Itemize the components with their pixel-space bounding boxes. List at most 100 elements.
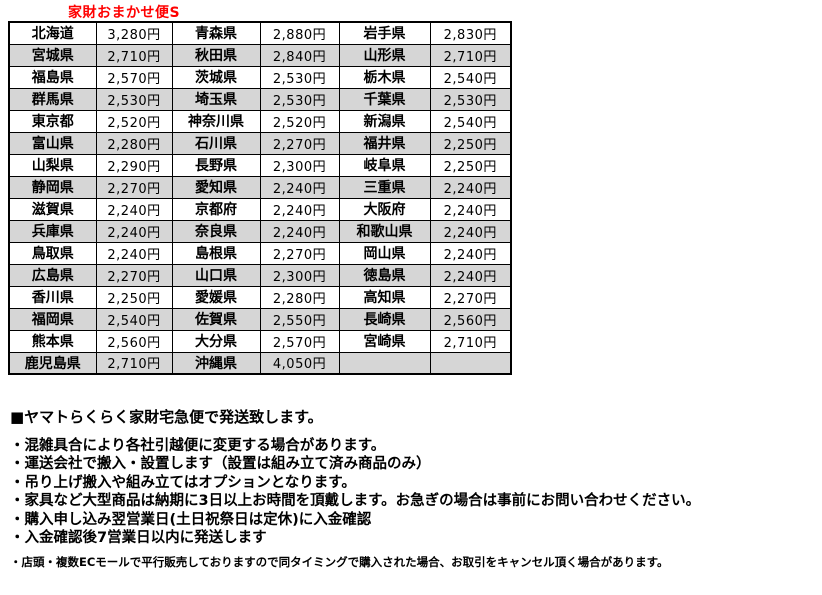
price-cell: 2,530円 <box>429 87 512 111</box>
price-cell: 2,300円 <box>259 153 340 177</box>
prefecture-cell: 宮崎県 <box>338 329 431 353</box>
prefecture-cell: 石川県 <box>171 131 261 155</box>
table-row: 富山県 2,280円 石川県 2,270円 福井県 2,250円 <box>8 131 512 155</box>
price-cell: 2,530円 <box>259 87 340 111</box>
price-cell: 2,570円 <box>259 329 340 353</box>
prefecture-cell: 山形県 <box>338 43 431 67</box>
prefecture-cell: 岩手県 <box>338 21 431 45</box>
price-cell: 2,530円 <box>259 65 340 89</box>
prefecture-cell: 青森県 <box>171 21 261 45</box>
prefecture-cell: 山口県 <box>171 263 261 287</box>
prefecture-cell: 和歌山県 <box>338 219 431 243</box>
note-payment-confirmation: ・購入申し込み翌営業日(土日祝祭日は定休)に入金確認 <box>10 511 372 528</box>
prefecture-cell: 長崎県 <box>338 307 431 331</box>
price-cell: 2,270円 <box>429 285 512 309</box>
prefecture-cell: 鳥取県 <box>8 241 97 265</box>
prefecture-cell: 岡山県 <box>338 241 431 265</box>
table-row: 山梨県 2,290円 長野県 2,300円 岐阜県 2,250円 <box>8 153 512 177</box>
price-cell: 2,270円 <box>95 175 173 199</box>
prefecture-cell: 富山県 <box>8 131 97 155</box>
prefecture-cell: 群馬県 <box>8 87 97 111</box>
prefecture-cell: 佐賀県 <box>171 307 261 331</box>
table-row: 滋賀県 2,240円 京都府 2,240円 大阪府 2,240円 <box>8 197 512 221</box>
table-row: 鹿児島県 2,710円 沖縄県 4,050円 <box>8 351 512 375</box>
prefecture-cell: 福岡県 <box>8 307 97 331</box>
prefecture-cell: 高知県 <box>338 285 431 309</box>
price-cell <box>429 351 512 375</box>
price-cell: 2,520円 <box>259 109 340 133</box>
table-row: 熊本県 2,560円 大分県 2,570円 宮崎県 2,710円 <box>8 329 512 353</box>
price-cell: 2,570円 <box>95 65 173 89</box>
shipping-notes: ■ヤマトらくらく家財宅急便で発送致します。 ・混雑具合により各社引越便に変更する… <box>10 406 818 570</box>
prefecture-cell: 長野県 <box>171 153 261 177</box>
note-hoisting-option: ・吊り上げ搬入や組み立てはオプションとなります。 <box>10 474 356 491</box>
prefecture-cell: 福島県 <box>8 65 97 89</box>
price-cell: 2,300円 <box>259 263 340 287</box>
price-cell: 2,560円 <box>95 329 173 353</box>
price-cell: 2,840円 <box>259 43 340 67</box>
prefecture-cell: 茨城県 <box>171 65 261 89</box>
price-cell: 2,520円 <box>95 109 173 133</box>
price-cell: 2,270円 <box>259 131 340 155</box>
prefecture-cell: 奈良県 <box>171 219 261 243</box>
prefecture-cell: 東京都 <box>8 109 97 133</box>
price-cell: 2,540円 <box>429 109 512 133</box>
price-cell: 2,240円 <box>259 219 340 243</box>
price-cell: 2,530円 <box>95 87 173 111</box>
table-row: 東京都 2,520円 神奈川県 2,520円 新潟県 2,540円 <box>8 109 512 133</box>
shipping-method-heading: ■ヤマトらくらく家財宅急便で発送致します。 <box>10 408 323 426</box>
price-cell: 2,880円 <box>259 21 340 45</box>
price-cell: 2,710円 <box>429 43 512 67</box>
price-cell: 2,250円 <box>429 153 512 177</box>
table-row: 北海道 3,280円 青森県 2,880円 岩手県 2,830円 <box>8 21 512 45</box>
price-cell: 2,240円 <box>429 241 512 265</box>
price-cell: 2,280円 <box>259 285 340 309</box>
prefecture-cell: 大分県 <box>171 329 261 353</box>
prefecture-cell: 香川県 <box>8 285 97 309</box>
price-cell: 2,240円 <box>259 197 340 221</box>
table-row: 福島県 2,570円 茨城県 2,530円 栃木県 2,540円 <box>8 65 512 89</box>
shipping-service-title: 家財おまかせ便S <box>68 5 181 21</box>
price-cell: 2,560円 <box>429 307 512 331</box>
price-cell: 2,550円 <box>259 307 340 331</box>
price-cell: 2,240円 <box>429 219 512 243</box>
price-cell: 2,710円 <box>95 43 173 67</box>
prefecture-cell: 愛知県 <box>171 175 261 199</box>
price-cell: 2,250円 <box>95 285 173 309</box>
table-row: 宮城県 2,710円 秋田県 2,840円 山形県 2,710円 <box>8 43 512 67</box>
prefecture-cell: 広島県 <box>8 263 97 287</box>
table-row: 福岡県 2,540円 佐賀県 2,550円 長崎県 2,560円 <box>8 307 512 331</box>
note-shipping-within-7-days: ・入金確認後7営業日以内に発送します <box>10 530 267 547</box>
prefecture-cell: 沖縄県 <box>171 351 261 375</box>
prefecture-cell: 滋賀県 <box>8 197 97 221</box>
price-cell: 2,240円 <box>95 197 173 221</box>
price-cell: 2,240円 <box>259 175 340 199</box>
prefecture-cell: 福井県 <box>338 131 431 155</box>
prefecture-cell: 新潟県 <box>338 109 431 133</box>
prefecture-cell: 秋田県 <box>171 43 261 67</box>
price-cell: 2,540円 <box>429 65 512 89</box>
prefecture-cell: 岐阜県 <box>338 153 431 177</box>
prefecture-cell: 熊本県 <box>8 329 97 353</box>
note-parallel-sales-cancellation: ・店頭・複数ECモールで平行販売しておりますので同タイミングで購入された場合、お… <box>10 555 669 570</box>
prefecture-price-table: 北海道 3,280円 青森県 2,880円 岩手県 2,830円 宮城県 2,710円 秋田県 2… <box>8 21 512 375</box>
price-cell: 4,050円 <box>259 351 340 375</box>
price-cell: 2,280円 <box>95 131 173 155</box>
prefecture-cell: 埼玉県 <box>171 87 261 111</box>
price-cell: 2,540円 <box>95 307 173 331</box>
prefecture-cell: 鹿児島県 <box>8 351 97 375</box>
prefecture-cell: 島根県 <box>171 241 261 265</box>
prefecture-cell: 大阪府 <box>338 197 431 221</box>
price-cell: 2,710円 <box>95 351 173 375</box>
price-cell: 2,240円 <box>95 219 173 243</box>
price-cell: 2,250円 <box>429 131 512 155</box>
note-carry-in-setup: ・運送会社で搬入・設置します（設置は組み立て済み商品のみ） <box>10 456 431 473</box>
prefecture-cell <box>338 351 431 375</box>
note-large-item-leadtime: ・家具など大型商品は納期に3日以上お時間を頂戴します。お急ぎの場合は事前にお問い… <box>10 493 701 510</box>
prefecture-cell: 山梨県 <box>8 153 97 177</box>
price-cell: 2,240円 <box>429 175 512 199</box>
table-row: 静岡県 2,270円 愛知県 2,240円 三重県 2,240円 <box>8 175 512 199</box>
prefecture-cell: 神奈川県 <box>171 109 261 133</box>
prefecture-cell: 千葉県 <box>338 87 431 111</box>
